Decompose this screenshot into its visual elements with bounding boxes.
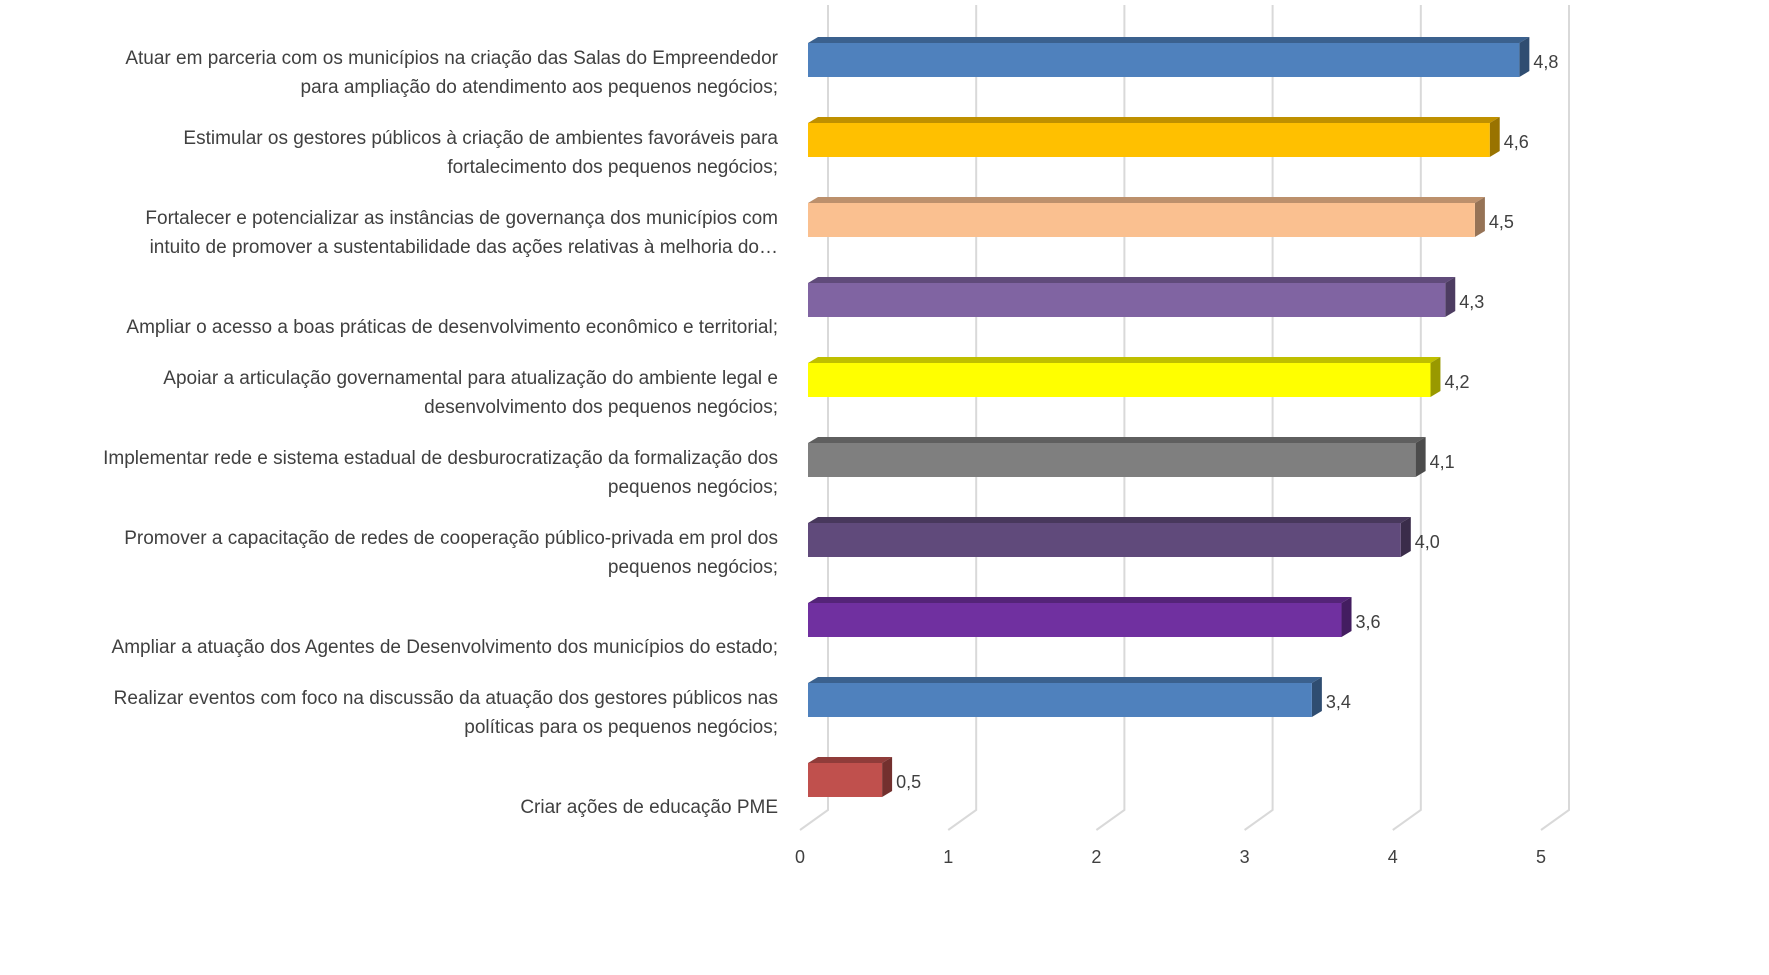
bar-side bbox=[1474, 197, 1485, 237]
bar bbox=[808, 517, 1411, 557]
grid-line bbox=[1540, 5, 1570, 831]
grid-line bbox=[947, 5, 978, 831]
category-label: Promover a capacitação de redes de coope… bbox=[124, 528, 778, 578]
bar-front bbox=[808, 683, 1312, 717]
value-label: 4,1 bbox=[1430, 452, 1455, 472]
category-label: Realizar eventos com foco na discussão d… bbox=[113, 688, 778, 738]
category-label: Fortalecer e potencializar as instâncias… bbox=[145, 208, 778, 258]
bar-front bbox=[808, 763, 883, 797]
x-tick-label: 4 bbox=[1388, 847, 1398, 867]
bar-side bbox=[1519, 37, 1530, 77]
bar-side bbox=[1489, 117, 1500, 157]
bar-side bbox=[1430, 357, 1441, 397]
value-label: 4,6 bbox=[1504, 132, 1529, 152]
bar-top bbox=[808, 277, 1456, 283]
x-tick-label: 0 bbox=[795, 847, 805, 867]
category-label: Criar ações de educação PME bbox=[520, 797, 778, 818]
bar bbox=[808, 277, 1456, 317]
bar-front bbox=[808, 523, 1401, 557]
bar-front bbox=[808, 363, 1431, 397]
value-label: 3,6 bbox=[1356, 612, 1381, 632]
bar-top bbox=[808, 757, 893, 763]
grid-line bbox=[1392, 5, 1422, 831]
bar-front bbox=[808, 443, 1416, 477]
bar-side bbox=[1341, 597, 1352, 637]
category-label: Implementar rede e sistema estadual de d… bbox=[103, 448, 778, 498]
category-label: Estimular os gestores públicos à criação… bbox=[183, 128, 778, 178]
bar-side bbox=[1415, 437, 1426, 477]
bar bbox=[808, 117, 1500, 157]
value-label: 4,2 bbox=[1444, 372, 1469, 392]
category-label: Apoiar a articulação governamental para … bbox=[163, 368, 778, 418]
bar bbox=[808, 37, 1530, 77]
bar bbox=[808, 437, 1426, 477]
bar-front bbox=[808, 203, 1475, 237]
grid-line bbox=[1244, 5, 1274, 831]
bar-top bbox=[808, 357, 1441, 363]
value-label: 4,5 bbox=[1489, 212, 1514, 232]
bar-side bbox=[882, 757, 893, 797]
value-label: 0,5 bbox=[896, 772, 921, 792]
bar-side bbox=[1445, 277, 1456, 317]
x-tick-label: 2 bbox=[1091, 847, 1101, 867]
value-label: 3,4 bbox=[1326, 692, 1351, 712]
bar bbox=[808, 597, 1352, 637]
bar-top bbox=[808, 437, 1426, 443]
bar-top bbox=[808, 37, 1530, 43]
bar-front bbox=[808, 43, 1520, 77]
bar-side bbox=[1400, 517, 1411, 557]
category-label: Ampliar o acesso a boas práticas de dese… bbox=[126, 317, 778, 338]
bar-top bbox=[808, 597, 1352, 603]
bar bbox=[808, 677, 1322, 717]
bar bbox=[808, 357, 1441, 397]
bar-front bbox=[808, 283, 1446, 317]
value-label: 4,8 bbox=[1533, 52, 1558, 72]
bar-top bbox=[808, 517, 1411, 523]
x-tick-label: 5 bbox=[1536, 847, 1546, 867]
bar bbox=[808, 757, 893, 797]
grid-line bbox=[799, 5, 829, 831]
value-label: 4,3 bbox=[1459, 292, 1484, 312]
bar-side bbox=[1311, 677, 1322, 717]
value-label: 4,0 bbox=[1415, 532, 1440, 552]
bar-top bbox=[808, 197, 1485, 203]
grid-line bbox=[1095, 5, 1126, 831]
category-label: Ampliar a atuação dos Agentes de Desenvo… bbox=[111, 637, 778, 658]
bar-top bbox=[808, 677, 1322, 683]
bar-front bbox=[808, 123, 1490, 157]
x-tick-label: 3 bbox=[1240, 847, 1250, 867]
category-label: Atuar em parceria com os municípios na c… bbox=[125, 48, 778, 98]
x-tick-label: 1 bbox=[943, 847, 953, 867]
bar-top bbox=[808, 117, 1500, 123]
bar-front bbox=[808, 603, 1342, 637]
bar bbox=[808, 197, 1485, 237]
